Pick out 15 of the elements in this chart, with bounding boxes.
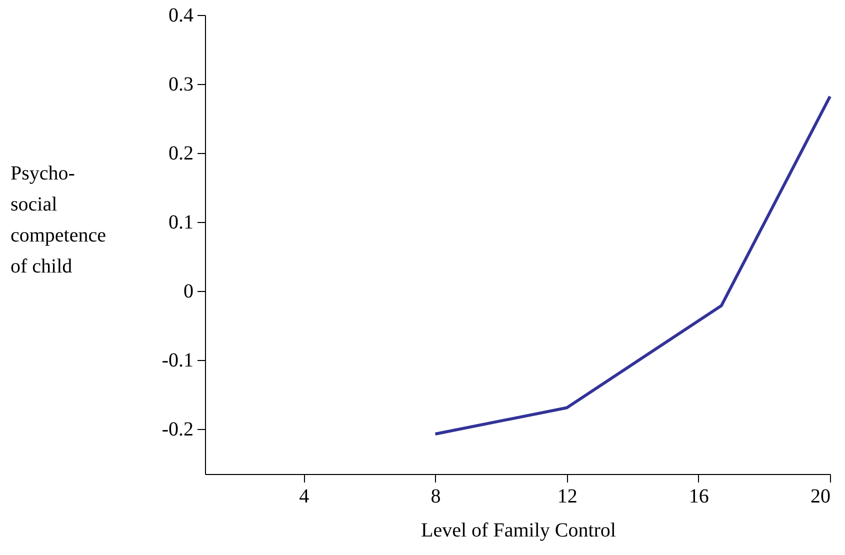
y-axis-title: Psycho- social competence of child [10,162,106,278]
x-tick-label: 16 [688,486,709,508]
y-tick-label: 0.4 [168,4,194,26]
x-tick-label: 20 [810,486,830,508]
y-tick-label: 0 [184,280,194,303]
y-tick-label: 0.2 [168,142,194,165]
y-tick-label: -0.2 [162,418,194,441]
y-tick-label: -0.1 [162,350,194,372]
line-series [434,94,832,436]
x-axis-title: Level of Family Control [421,520,616,542]
x-tick-label: 4 [299,486,310,508]
y-tick-label: 0.1 [168,212,194,234]
x-tick-label: 12 [557,486,578,508]
y-tick-label: 0.3 [168,74,194,96]
x-tick-label: 8 [430,486,441,508]
